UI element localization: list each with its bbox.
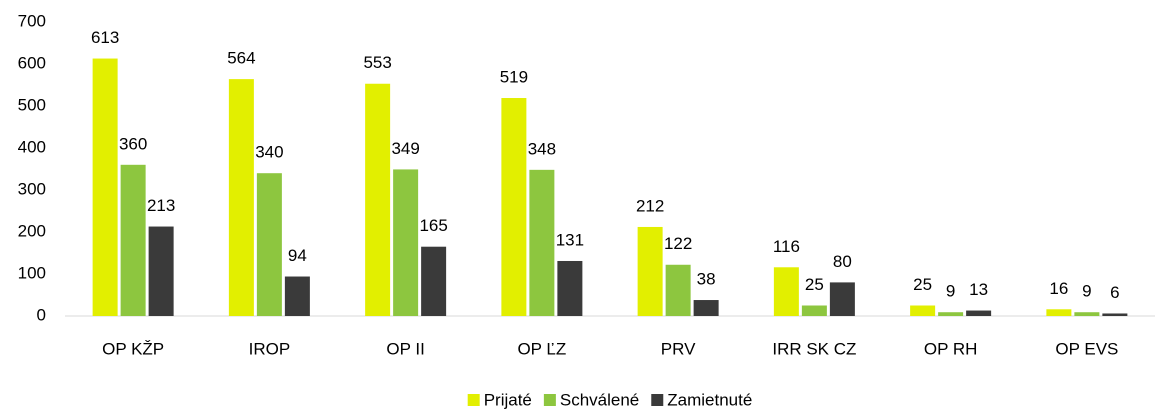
y-tick-label: 100 <box>18 263 46 282</box>
data-label: 340 <box>255 143 283 162</box>
data-label: 6 <box>1110 283 1119 302</box>
data-label: 613 <box>91 28 119 47</box>
data-label: 38 <box>697 270 716 289</box>
bar <box>1102 313 1128 316</box>
bar <box>92 58 118 316</box>
data-label: 80 <box>833 252 852 271</box>
bar <box>1046 309 1072 316</box>
data-label: 131 <box>556 230 584 249</box>
bar <box>393 169 419 316</box>
bar <box>1074 312 1100 316</box>
x-tick-label: OP KŽP <box>102 339 164 358</box>
y-tick-label: 600 <box>18 53 46 72</box>
data-label: 553 <box>363 53 391 72</box>
x-tick-label: OP EVS <box>1055 339 1118 358</box>
bar <box>365 83 391 317</box>
legend-label: Prijaté <box>484 390 532 409</box>
data-label: 212 <box>636 196 664 215</box>
bar <box>910 305 936 316</box>
bar <box>529 169 555 316</box>
data-label: 349 <box>391 139 419 158</box>
legend-swatch <box>651 394 664 406</box>
legend-label: Schválené <box>560 390 639 409</box>
y-tick-label: 700 <box>18 11 46 30</box>
bar <box>665 264 691 316</box>
data-label: 519 <box>500 68 528 87</box>
x-tick-label: IRR SK CZ <box>772 339 856 358</box>
legend-label: Zamietnuté <box>667 390 752 409</box>
data-label: 360 <box>119 134 147 153</box>
data-label: 165 <box>419 216 447 235</box>
data-label: 122 <box>664 234 692 253</box>
data-label: 94 <box>288 246 307 265</box>
bar <box>228 79 254 317</box>
bar <box>501 98 527 317</box>
bar <box>829 282 855 316</box>
data-label: 9 <box>946 282 955 301</box>
data-label: 25 <box>913 275 932 294</box>
bar <box>120 164 146 316</box>
legend-swatch <box>467 394 480 406</box>
y-tick-label: 300 <box>18 179 46 198</box>
y-tick-label: 0 <box>37 305 46 324</box>
bar <box>938 312 964 316</box>
bar <box>966 310 992 316</box>
x-tick-label: IROP <box>249 339 291 358</box>
y-tick-label: 400 <box>18 137 46 156</box>
data-label: 25 <box>805 275 824 294</box>
y-tick-label: 500 <box>18 95 46 114</box>
data-label: 564 <box>227 49 255 68</box>
x-tick-label: PRV <box>661 339 696 358</box>
data-label: 116 <box>773 237 800 256</box>
bar <box>557 260 583 316</box>
bar <box>773 267 799 316</box>
bar <box>148 226 174 316</box>
bar <box>421 246 447 316</box>
legend-swatch <box>543 394 556 406</box>
data-label: 9 <box>1082 282 1091 301</box>
x-tick-label: OP ĽZ <box>517 339 566 358</box>
bar <box>637 226 663 316</box>
bar <box>693 300 719 316</box>
bar <box>801 305 827 316</box>
bar <box>256 173 282 316</box>
y-tick-label: 200 <box>18 221 46 240</box>
data-label: 348 <box>528 139 556 158</box>
x-tick-label: OP RH <box>924 339 978 358</box>
data-label: 16 <box>1049 279 1068 298</box>
data-label: 13 <box>969 280 988 299</box>
bar <box>284 276 310 316</box>
data-label: 213 <box>147 196 175 215</box>
x-tick-label: OP II <box>386 339 424 358</box>
